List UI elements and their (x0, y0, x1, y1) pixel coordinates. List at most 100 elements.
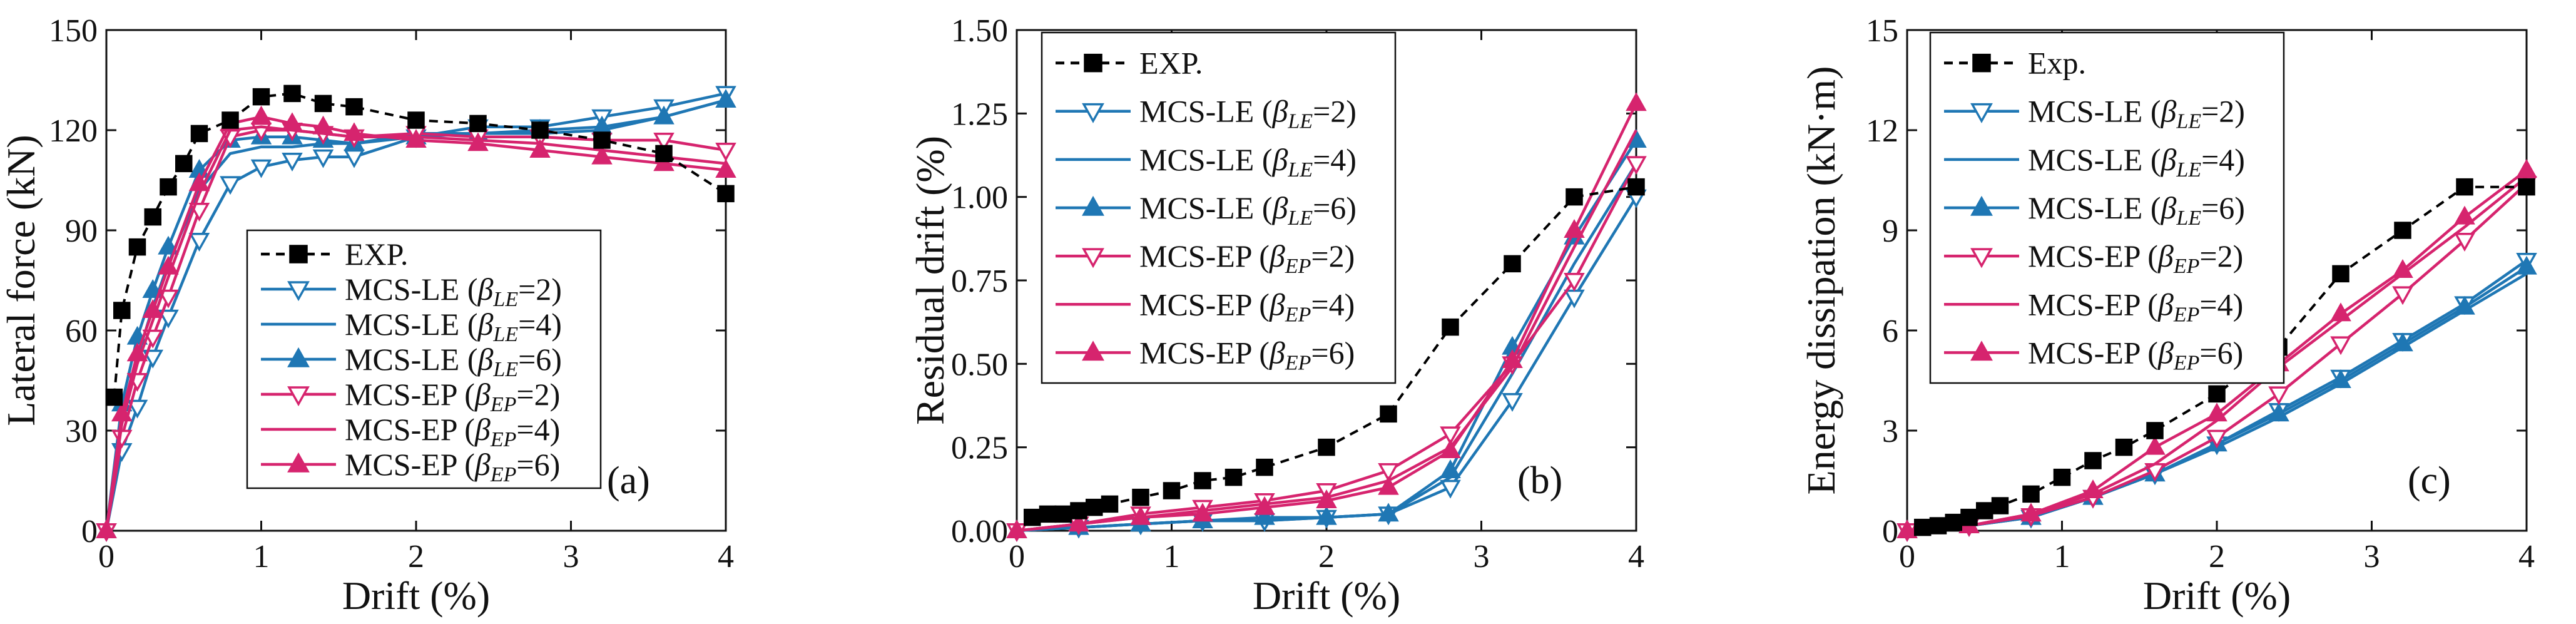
data-point (2392, 332, 2413, 352)
data-point (188, 233, 210, 252)
y-tick-label: 6 (1882, 314, 1898, 349)
y-axis-title: Lateral force (kN) (0, 135, 43, 426)
legend-swatch-marker (1082, 340, 1104, 361)
data-point (529, 139, 551, 158)
legend-label: MCS-LE (βLE=4) (345, 307, 562, 346)
data-point (113, 302, 131, 319)
data-point (1101, 495, 1119, 513)
data-point (312, 115, 334, 135)
data-point (158, 309, 179, 329)
y-tick-label: 120 (49, 113, 98, 149)
data-point (190, 125, 208, 143)
legend: EXP. MCS-LE (βLE=2) MCS-LE (βLE=4) MCS-LE (… (1041, 31, 1397, 384)
legend-swatch-marker (1970, 340, 1993, 361)
panel-label: (c) (2408, 459, 2451, 502)
data-point (252, 88, 270, 106)
legend-label: MCS-EP (βEP=4) (1139, 287, 1355, 326)
legend-label: MCS-LE (βLE=6) (1139, 190, 1357, 230)
x-tick-label: 0 (1899, 539, 1915, 575)
data-point (2084, 452, 2102, 469)
legend-swatch-marker (1082, 103, 1104, 123)
y-axis-title: Residual drift (%) (908, 136, 952, 425)
legend: Exp. MCS-LE (βLE=2) MCS-LE (βLE=4) MCS-LE (… (1929, 31, 2285, 384)
data-point (2022, 485, 2040, 503)
legend-label: EXP. (1139, 46, 1203, 81)
x-axis-title: Drift (%) (2143, 573, 2291, 618)
data-point (188, 172, 210, 192)
x-tick-label: 2 (2209, 539, 2225, 575)
data-point (2456, 178, 2473, 196)
data-point (1502, 349, 1523, 368)
data-point (282, 112, 303, 131)
data-point (1132, 488, 1149, 506)
data-point (314, 95, 332, 113)
data-point (2268, 402, 2289, 422)
y-tick-label: 0 (1882, 514, 1898, 550)
data-point (282, 153, 303, 171)
legend-label: MCS-LE (βLE=4) (2028, 142, 2245, 182)
legend: EXP.MCS-LE (βLE=2)MCS-LE (βLE=4)MCS-LE (… (246, 229, 602, 489)
data-point (1378, 463, 1399, 482)
data-point (467, 132, 489, 151)
data-point (96, 519, 117, 538)
data-point (1914, 518, 1932, 536)
data-point (111, 402, 133, 422)
data-point (655, 145, 673, 163)
data-point (1502, 393, 1523, 412)
data-point (158, 255, 179, 275)
data-point (142, 299, 164, 318)
data-point (715, 159, 736, 178)
data-point (2394, 222, 2411, 239)
data-point (2330, 302, 2351, 322)
data-point (126, 399, 148, 419)
legend-label: MCS-LE (βLE=2) (1139, 94, 1357, 133)
data-point (1316, 489, 1337, 508)
data-point (175, 155, 193, 173)
data-point (2516, 255, 2537, 275)
y-tick-label: 0.25 (951, 431, 1008, 466)
series-0 (105, 84, 735, 406)
legend-swatch-marker (1970, 103, 1993, 123)
data-point (1440, 479, 1461, 499)
x-tick-label: 1 (2054, 539, 2070, 575)
legend-label: MCS-LE (βLE=6) (2028, 190, 2245, 230)
data-point (1564, 273, 1585, 292)
data-point (1378, 503, 1399, 522)
y-tick-label: 12 (1866, 113, 1898, 149)
y-tick-label: 1.50 (951, 13, 1008, 49)
data-point (1440, 459, 1461, 478)
legend-swatch-marker (1082, 248, 1104, 269)
x-tick-label: 0 (98, 539, 115, 575)
data-point (1564, 289, 1585, 309)
legend-label: MCS-LE (βLE=4) (1139, 142, 1357, 182)
data-point (105, 388, 123, 406)
data-point (1194, 472, 1211, 489)
data-point (220, 176, 241, 195)
legend-swatch-marker (1972, 53, 1991, 73)
data-point (312, 149, 334, 168)
x-tick-label: 4 (2518, 539, 2535, 575)
y-tick-label: 0.75 (951, 263, 1008, 299)
data-point (160, 178, 177, 196)
data-point (1380, 405, 1397, 423)
data-point (142, 349, 164, 369)
legend-label: MCS-LE (βLE=6) (345, 342, 562, 381)
legend-label: MCS-LE (βLE=2) (345, 272, 562, 311)
data-point (1378, 476, 1399, 495)
legend-swatch-marker (1970, 195, 1993, 216)
legend-label: MCS-EP (βEP=2) (1139, 238, 1355, 278)
data-point (469, 115, 487, 133)
legend-swatch-marker (287, 386, 310, 407)
data-point (1626, 92, 1647, 111)
y-tick-label: 9 (1882, 213, 1898, 249)
data-point (1256, 458, 1273, 476)
data-point (158, 289, 179, 309)
data-point (1316, 506, 1337, 525)
data-point (1564, 219, 1585, 238)
legend-label: EXP. (345, 237, 408, 272)
data-point (2053, 468, 2071, 486)
panel-a: 0 1 2 3 4 0 30 60 90 120 150 Drift (%) Lateral force… (0, 13, 736, 618)
legend-label: MCS-EP (βEP=6) (2028, 335, 2243, 374)
data-point (1896, 519, 1918, 538)
